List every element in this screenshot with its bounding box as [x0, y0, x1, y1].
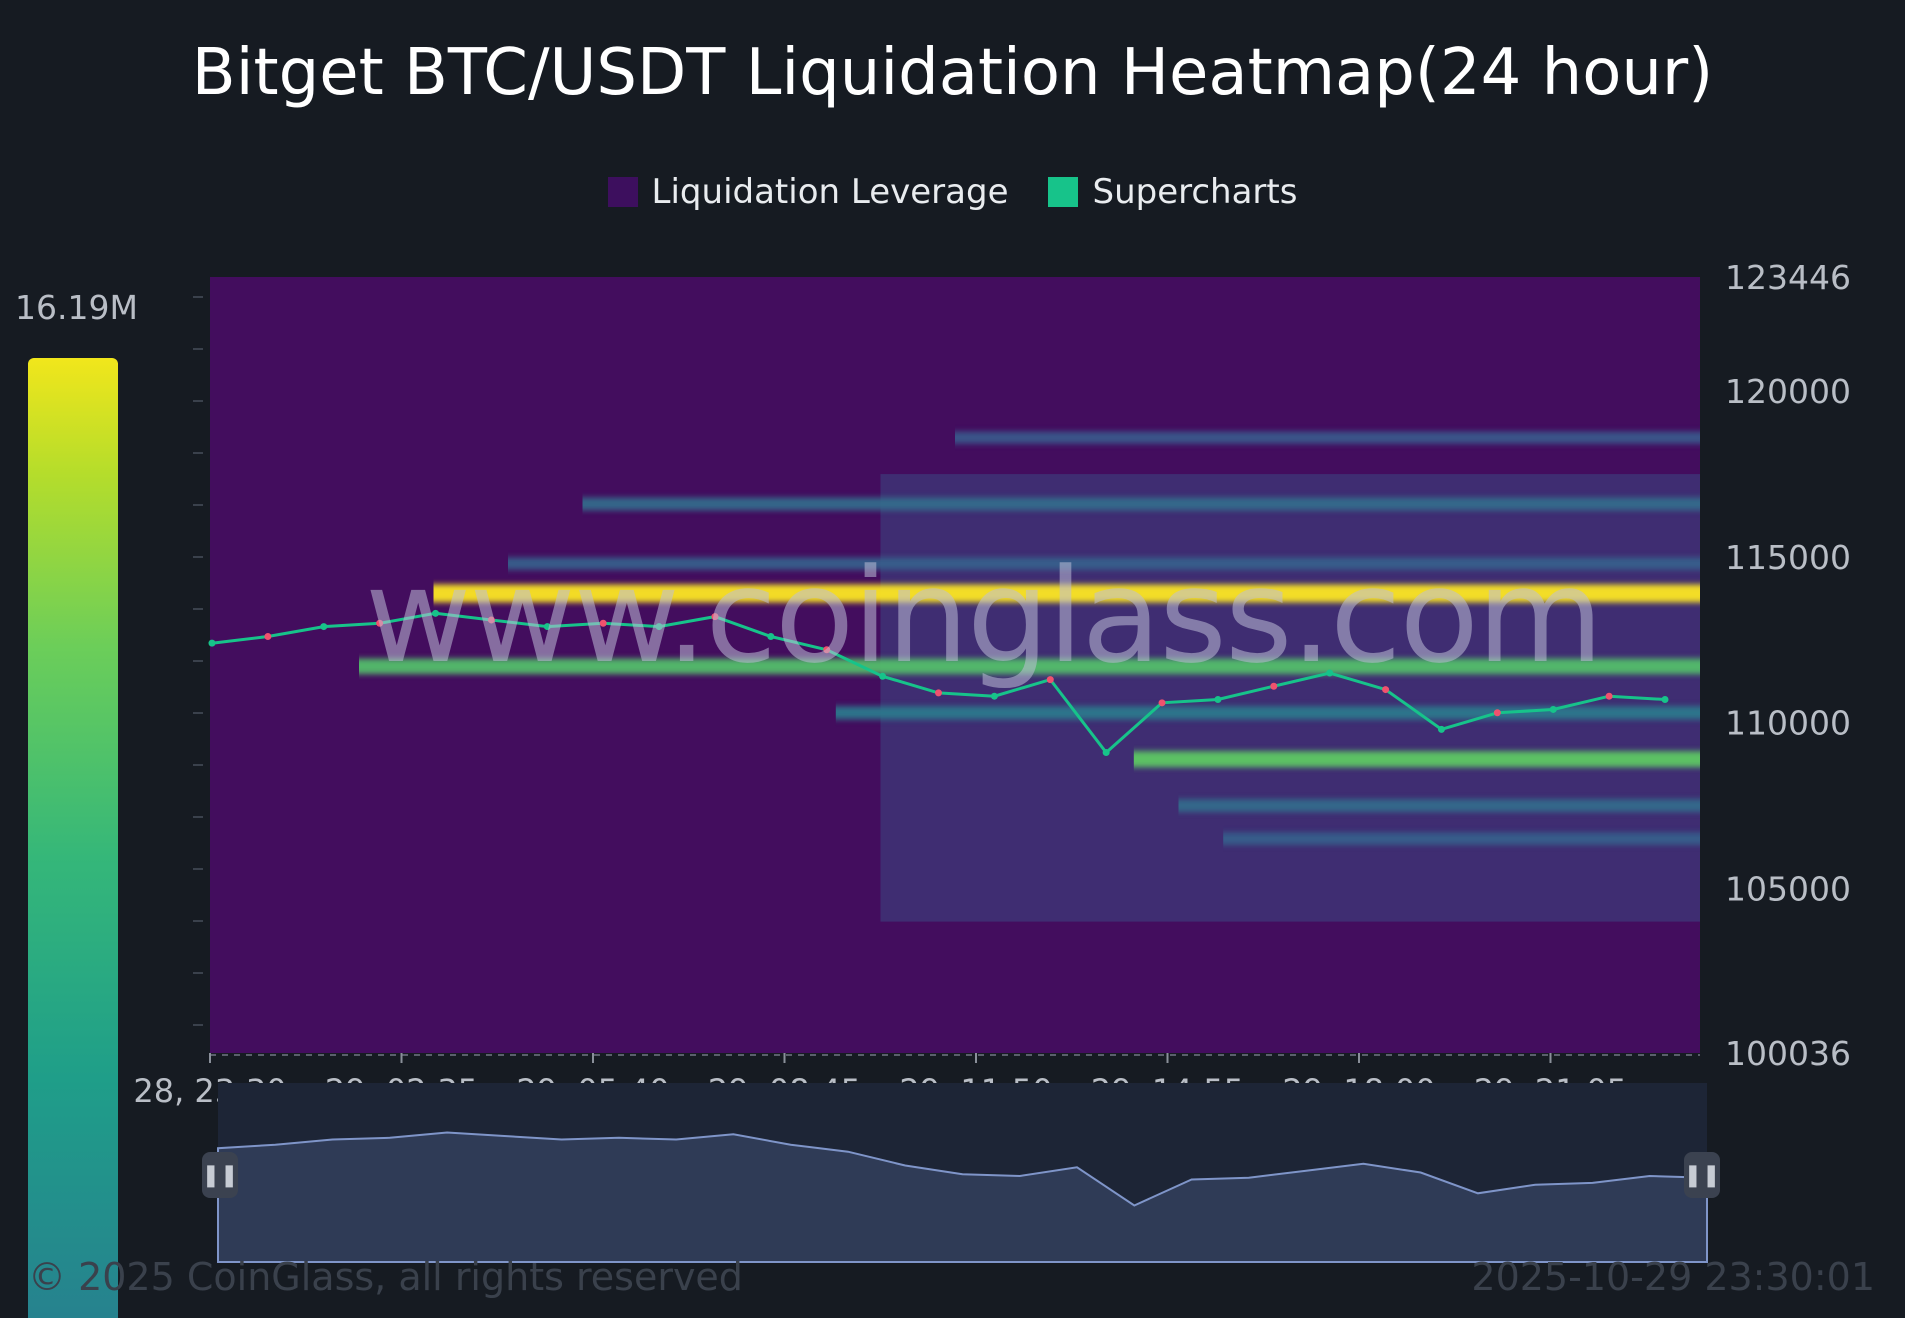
colorbar-max-label: 16.19M [15, 288, 138, 327]
timestamp-text: 2025-10-29 23:30:01 [1471, 1255, 1875, 1299]
y-tick-label: 100036 [1725, 1034, 1851, 1073]
y-tick-label: 115000 [1725, 538, 1851, 577]
price-point [1326, 669, 1334, 677]
liquidation-band [508, 557, 1700, 570]
legend-item-supercharts[interactable]: Supercharts [1048, 172, 1297, 212]
liquidation-band [1223, 832, 1700, 845]
price-point [1270, 682, 1278, 690]
price-point [1549, 705, 1557, 713]
price-point [1214, 696, 1222, 704]
price-point [1382, 686, 1390, 694]
liquidation-band [1133, 751, 1700, 768]
price-point [376, 619, 384, 627]
price-point [487, 616, 495, 624]
colorbar [28, 358, 118, 1318]
liquidation-band [955, 431, 1700, 444]
price-point [711, 613, 719, 621]
y-tick-label: 120000 [1725, 372, 1851, 411]
price-point [432, 609, 440, 617]
liquidation-band [433, 584, 1700, 603]
price-point [320, 623, 328, 631]
y-tick-label: 110000 [1725, 704, 1851, 743]
liquidation-band [1178, 799, 1700, 812]
price-point [1046, 676, 1054, 684]
price-point [1661, 696, 1669, 704]
navigator-left-handle[interactable]: ❚❚ [202, 1152, 238, 1198]
price-point [935, 689, 942, 697]
navigator-right-handle[interactable]: ❚❚ [1684, 1152, 1720, 1198]
price-point [823, 646, 831, 654]
legend-swatch-liquidation-leverage [607, 177, 638, 207]
price-point [767, 633, 775, 641]
price-point [264, 633, 272, 641]
price-point [543, 623, 551, 631]
legend-item-liquidation-leverage[interactable]: Liquidation Leverage [607, 172, 1009, 212]
chart-title: Bitget BTC/USDT Liquidation Heatmap(24 h… [191, 36, 1714, 110]
price-point [1437, 725, 1445, 733]
legend-swatch-supercharts [1048, 177, 1079, 207]
price-point [599, 619, 607, 627]
liquidation-band [582, 497, 1700, 511]
price-point [1493, 709, 1501, 717]
copyright-text: © 2025 CoinGlass, all rights reserved [28, 1255, 743, 1299]
y-tick-label: 123446 [1725, 258, 1851, 297]
price-point [655, 623, 663, 631]
price-point [208, 639, 216, 647]
heatmap-haze [880, 474, 1700, 922]
price-point [990, 692, 998, 700]
navigator-series-area [217, 1131, 1708, 1263]
legend-label-liquidation-leverage: Liquidation Leverage [651, 172, 1009, 212]
price-point [1102, 749, 1110, 757]
price-point [1605, 692, 1613, 700]
y-tick-label: 105000 [1725, 869, 1851, 908]
chart-legend: Liquidation Leverage Supercharts [0, 172, 1905, 212]
price-point [1158, 699, 1166, 707]
legend-label-supercharts: Supercharts [1092, 172, 1298, 212]
liquidation-band [359, 658, 1700, 675]
liquidation-band [835, 706, 1700, 720]
price-point [879, 672, 887, 680]
